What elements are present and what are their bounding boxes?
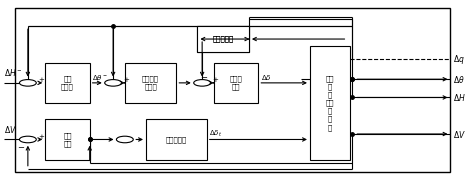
Circle shape xyxy=(105,80,122,86)
Circle shape xyxy=(117,136,133,143)
Bar xyxy=(197,26,249,52)
Bar xyxy=(310,46,350,160)
Text: $+$: $+$ xyxy=(123,75,130,84)
Text: $\Delta V$: $\Delta V$ xyxy=(4,124,17,135)
Text: 升降舐
伺服: 升降舐 伺服 xyxy=(230,75,243,90)
Text: $-$: $-$ xyxy=(17,141,25,150)
Text: $\Delta \theta$: $\Delta \theta$ xyxy=(453,74,464,85)
Text: 俧仰姿态
控制器: 俧仰姿态 控制器 xyxy=(142,75,159,90)
Bar xyxy=(214,63,258,103)
Text: $+$: $+$ xyxy=(38,75,45,84)
Text: 高度
控制器: 高度 控制器 xyxy=(61,75,74,90)
Text: $\Delta V$: $\Delta V$ xyxy=(453,128,466,139)
Circle shape xyxy=(194,80,211,86)
Text: $\Delta H^-$: $\Delta H^-$ xyxy=(4,67,23,78)
Text: $+$: $+$ xyxy=(38,132,45,141)
Text: 能量补偿器: 能量补偿器 xyxy=(212,36,234,42)
Text: $+$: $+$ xyxy=(212,75,219,84)
Text: $\Delta\theta^-$: $\Delta\theta^-$ xyxy=(92,72,108,82)
Text: $\Delta\delta_t$: $\Delta\delta_t$ xyxy=(209,129,222,139)
Circle shape xyxy=(19,80,36,86)
Bar xyxy=(45,63,90,103)
Text: $-$: $-$ xyxy=(200,71,208,80)
Text: 油门伺服器: 油门伺服器 xyxy=(166,136,187,143)
Bar xyxy=(125,63,176,103)
Bar xyxy=(146,119,207,160)
Text: $\Delta q$: $\Delta q$ xyxy=(453,53,464,66)
Text: $\Delta H$: $\Delta H$ xyxy=(453,92,465,103)
Bar xyxy=(45,119,90,160)
Bar xyxy=(197,26,249,52)
Text: $\Delta\delta$: $\Delta\delta$ xyxy=(261,72,272,82)
Text: 双发
船
机
（单
发
动
）: 双发 船 机 （单 发 动 ） xyxy=(326,75,334,131)
Text: 节流
控制: 节流 控制 xyxy=(63,132,72,147)
Circle shape xyxy=(19,136,36,143)
Text: 能量补偿器: 能量补偿器 xyxy=(212,36,234,42)
